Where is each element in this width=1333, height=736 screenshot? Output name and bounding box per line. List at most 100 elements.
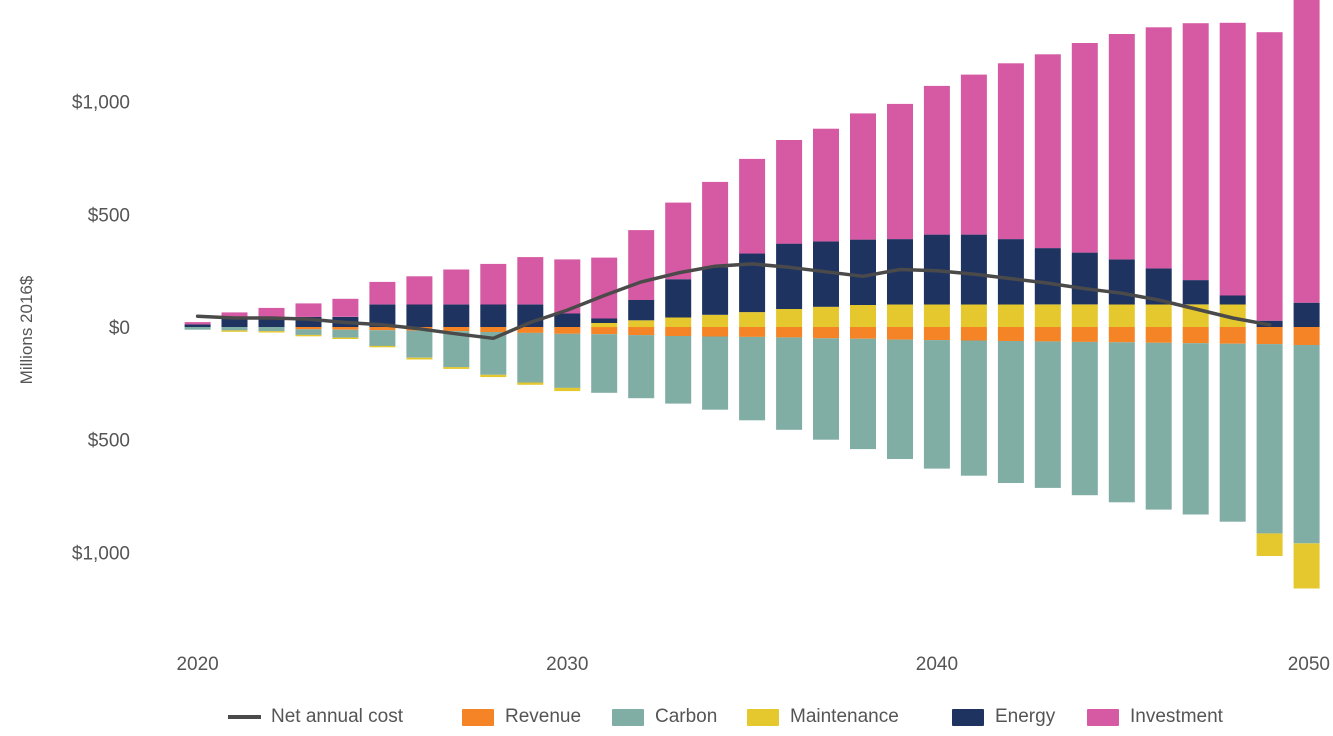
legend-item-maintenance: Maintenance [747,706,899,727]
legend-swatch [747,709,779,726]
bar-investment-2025 [369,281,396,305]
bar-energy-2023 [295,316,322,327]
legend-item-net-annual-cost: Net annual cost [228,706,404,727]
bar-maintenance-2035 [739,312,766,327]
legend-label: Maintenance [790,706,899,727]
legend-item-revenue: Revenue [462,706,581,727]
bar-carbon-2027 [443,331,470,368]
bar-investment-2020 [184,322,211,325]
bar-investment-2032 [628,230,655,300]
bar-maintenance-2025 [369,345,396,348]
bar-maintenance-2027 [443,367,470,369]
bar-revenue-2045 [1108,327,1135,343]
bar-carbon-2026 [406,330,433,358]
bar-energy-2031 [591,318,618,323]
bar-revenue-2024 [332,327,359,330]
bar-carbon-2037 [813,338,839,440]
bar-maintenance-2038 [850,304,876,327]
y-tick-label: $1,000 [72,93,130,114]
bar-carbon-2040 [923,340,950,469]
y-axis-ticks: $1,000 $500 $0 $500 $1,000 [72,93,130,565]
bar-investment-2050 [1293,0,1320,303]
bar-energy-2022 [258,316,285,327]
bar-energy-2050 [1293,302,1320,327]
bar-maintenance-2034 [702,314,729,327]
bar-revenue-2040 [923,327,950,341]
bar-investment-2049 [1256,32,1283,321]
legend-label: Net annual cost [271,706,404,727]
bar-investment-2037 [813,128,839,242]
bar-carbon-2030 [554,333,581,388]
bar-carbon-2048 [1219,343,1246,522]
bar-revenue-2041 [960,327,987,341]
line-net-annual-cost [195,262,1272,341]
bar-carbon-2035 [739,336,766,421]
bar-energy-2044 [1071,252,1098,305]
bar-revenue-2049 [1256,327,1283,345]
bar-revenue-2034 [702,327,729,337]
bar-carbon-2021 [221,327,248,331]
bar-revenue-2038 [850,327,876,339]
bar-maintenance-2028 [480,374,507,378]
bar-investment-2041 [960,74,987,235]
bar-carbon-2049 [1256,344,1283,534]
bar-maintenance-2041 [960,304,987,327]
bar-carbon-2033 [665,336,692,404]
bar-investment-2023 [295,303,322,317]
bar-revenue-2047 [1182,327,1209,344]
bar-carbon-2020 [184,327,211,330]
bar-energy-2030 [554,313,581,327]
bar-investment-2034 [702,181,729,268]
legend-label: Energy [995,706,1056,727]
bar-investment-2026 [406,276,433,305]
bar-energy-2048 [1219,295,1246,305]
bar-maintenance-2024 [332,337,359,339]
bar-investment-2035 [739,158,766,254]
bar-carbon-2047 [1182,343,1209,515]
bar-carbon-2038 [850,338,876,450]
bar-investment-2038 [850,113,876,240]
bar-energy-2020 [184,324,211,327]
bar-carbon-2041 [960,340,987,476]
x-tick-label: 2020 [176,654,218,675]
legend-item-investment: Investment [1087,706,1224,727]
legend-label: Investment [1130,706,1224,727]
bar-maintenance-2029 [517,382,544,385]
legend-item-energy: Energy [952,706,1056,727]
bar-investment-2029 [517,257,544,305]
bar-maintenance-2050 [1293,543,1320,589]
bar-investment-2027 [443,269,470,305]
bar-carbon-2029 [517,332,544,383]
bar-carbon-2036 [776,337,803,430]
bar-maintenance-2040 [923,304,950,327]
bar-maintenance-2021 [221,330,248,332]
bars-layer [184,0,1320,589]
bar-revenue-2039 [887,327,913,340]
bar-investment-2030 [554,259,581,314]
bar-investment-2048 [1219,22,1246,296]
bar-carbon-2031 [591,334,618,393]
bar-investment-2024 [332,298,359,317]
legend-swatch [228,715,261,719]
bar-carbon-2043 [1034,341,1061,488]
bar-energy-2042 [997,239,1024,305]
bar-carbon-2042 [997,341,1024,483]
bar-energy-2032 [628,300,655,321]
legend: Net annual cost Revenue Carbon Maintenance E… [228,706,1224,727]
bar-maintenance-2032 [628,320,655,328]
bar-revenue-2042 [997,327,1024,341]
x-axis-ticks: 2020 2030 2040 2050 [176,654,1330,675]
bar-energy-2027 [443,304,470,327]
bar-investment-2040 [923,85,950,235]
bar-carbon-2024 [332,329,359,338]
bar-carbon-2046 [1145,342,1172,510]
line-layer [195,262,1272,341]
x-tick-label: 2040 [916,654,958,675]
bar-revenue-2029 [517,327,544,333]
bar-carbon-2023 [295,329,322,335]
bar-revenue-2037 [813,327,839,339]
bar-energy-2021 [221,316,248,327]
bar-energy-2043 [1034,248,1061,305]
bar-maintenance-2045 [1108,304,1135,327]
